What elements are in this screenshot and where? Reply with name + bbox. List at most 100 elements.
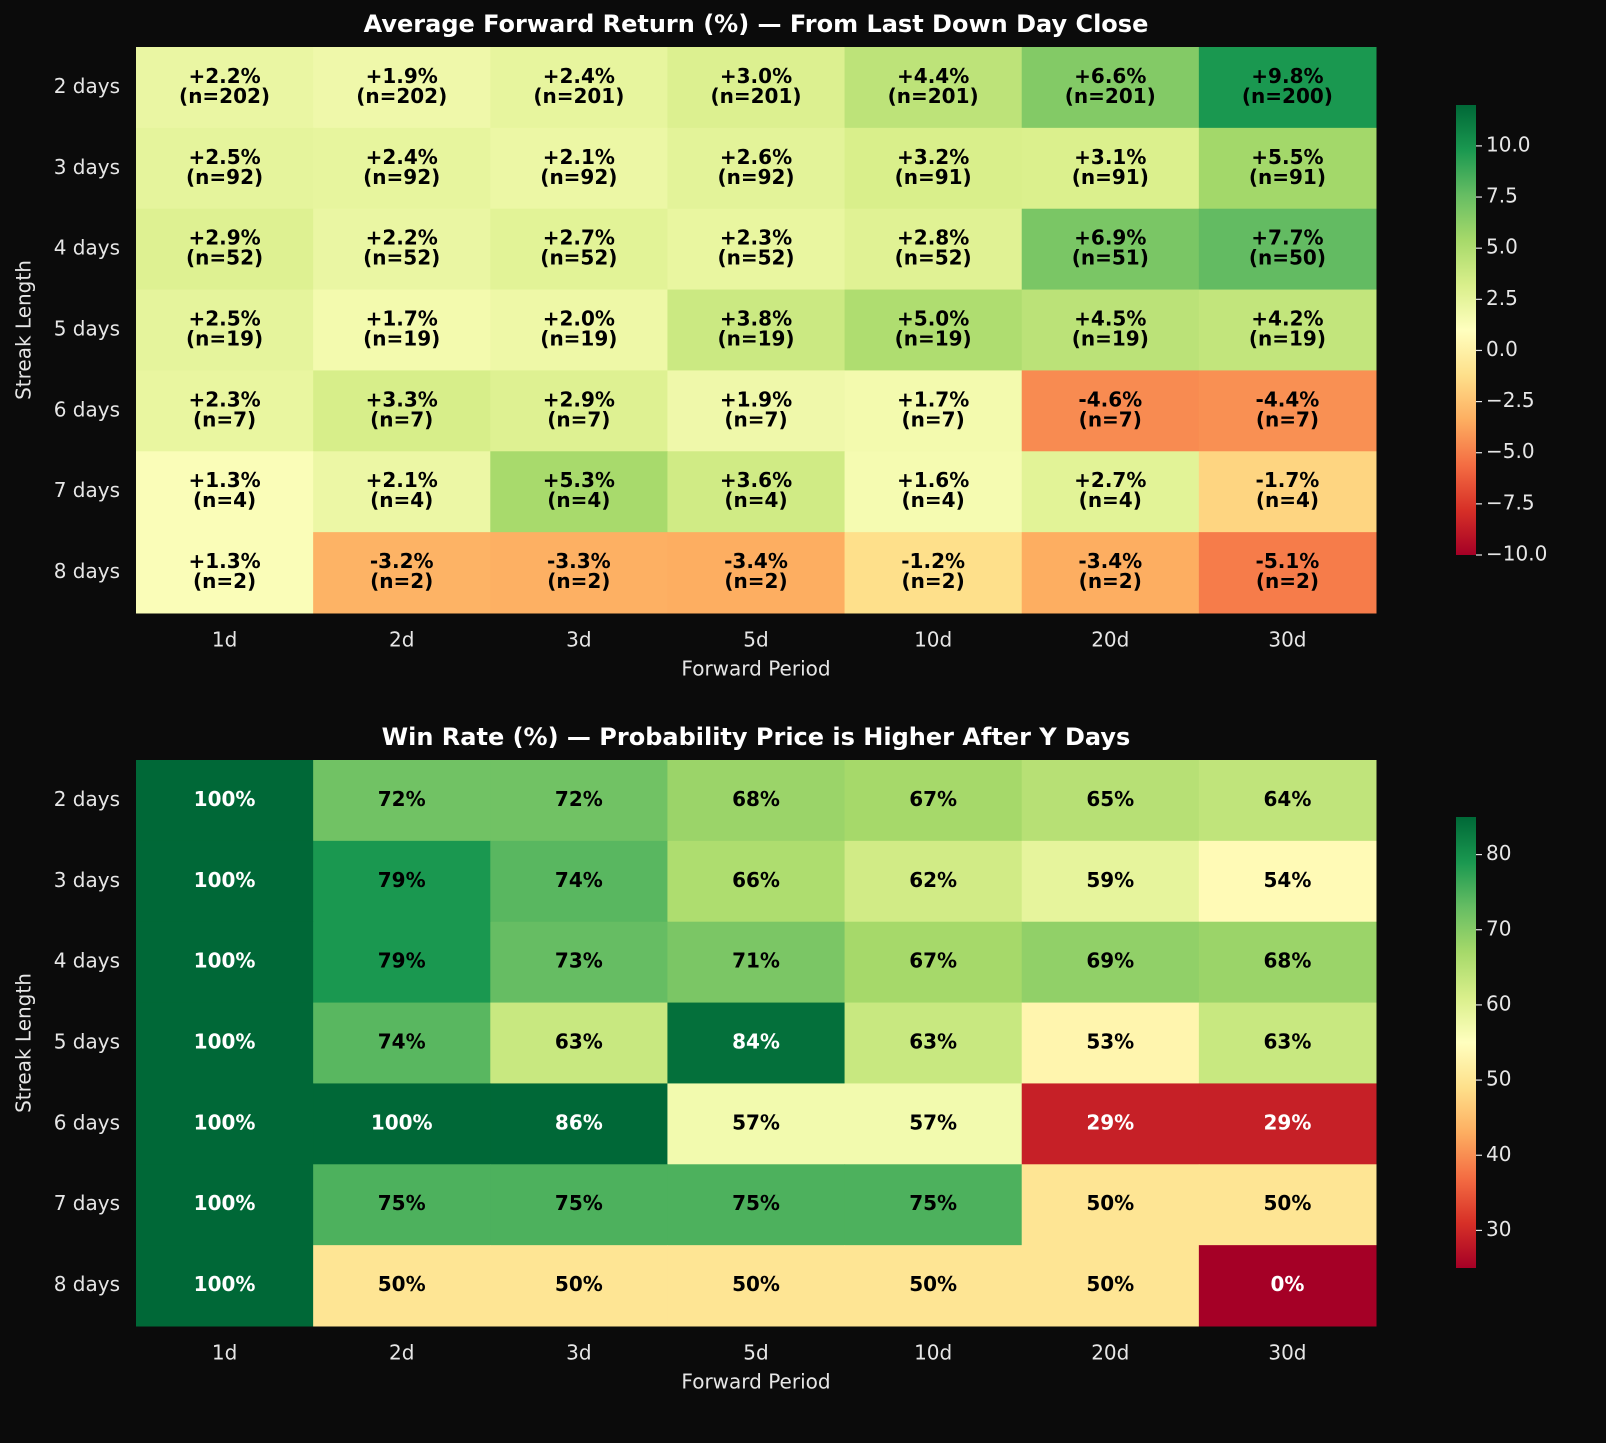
heatmap-cell — [136, 1164, 314, 1246]
cell-count-label: (n=52) — [186, 246, 263, 270]
heatmap-cell — [313, 1083, 491, 1165]
heatmap-cell — [1021, 208, 1200, 291]
cell-count-label: (n=19) — [717, 327, 794, 351]
x-tick-label: 30d — [1268, 1341, 1306, 1365]
cell-count-label: (n=51) — [1072, 246, 1149, 270]
heatmap-cell — [1198, 370, 1377, 452]
cell-count-label: (n=52) — [363, 246, 440, 270]
cell-count-label: (n=7) — [370, 407, 433, 431]
cell-value-label: +1.3% — [188, 468, 260, 492]
cell-value-label: 63% — [909, 1030, 957, 1054]
cell-count-label: (n=2) — [370, 569, 433, 593]
cell-value-label: +1.9% — [720, 387, 792, 411]
cell-count-label: (n=200) — [1242, 84, 1333, 108]
cell-count-label: (n=7) — [902, 407, 965, 431]
cell-value-label: +2.0% — [543, 307, 615, 331]
cell-value-label: 68% — [732, 787, 780, 811]
cell-value-label: +2.4% — [543, 64, 615, 88]
heatmap-cell — [667, 208, 846, 291]
colorbar-tick-label: −5.0 — [1486, 439, 1535, 463]
cell-count-label: (n=92) — [363, 165, 440, 189]
colorbar-tick-label: −7.5 — [1486, 490, 1535, 514]
heatmap-cell — [1198, 127, 1377, 210]
cell-value-label: -1.2% — [901, 549, 965, 573]
heatmap-cell — [844, 840, 1023, 923]
y-tick-label: 4 days — [54, 949, 120, 973]
x-tick-label: 2d — [389, 1341, 414, 1365]
heatmap-cell — [1198, 208, 1377, 291]
heatmap-cell — [844, 208, 1023, 291]
heatmap-cell — [1021, 289, 1200, 371]
heatmap-cell — [136, 1245, 314, 1327]
y-tick-label: 7 days — [54, 478, 120, 502]
heatmap-cell — [490, 760, 668, 842]
cell-count-label: (n=4) — [547, 488, 610, 512]
y-tick-label: 4 days — [54, 236, 120, 260]
colorbar-tick-label: 40 — [1486, 1142, 1511, 1166]
heatmap-cell — [1021, 532, 1200, 614]
cell-value-label: 71% — [732, 949, 780, 973]
colorbar-tick-label: 5.0 — [1486, 235, 1518, 259]
y-axis-label: Streak Length — [12, 260, 36, 400]
cell-value-label: +2.5% — [188, 145, 260, 169]
heatmap-cell — [1021, 1164, 1200, 1246]
x-tick-label: 1d — [212, 628, 237, 652]
cell-count-label: (n=50) — [1249, 246, 1326, 270]
heatmap-cell — [1021, 370, 1200, 452]
cell-count-label: (n=201) — [888, 84, 979, 108]
heatmap-cell — [1198, 1245, 1377, 1327]
cell-value-label: 74% — [555, 868, 603, 892]
cell-count-label: (n=201) — [533, 84, 624, 108]
cell-value-label: -4.6% — [1078, 387, 1142, 411]
cell-count-label: (n=52) — [717, 246, 794, 270]
heatmap-cell — [844, 1002, 1023, 1084]
cell-value-label: +2.1% — [366, 468, 438, 492]
y-tick-label: 6 days — [54, 1110, 120, 1134]
y-tick-label: 8 days — [54, 559, 120, 583]
cell-value-label: +3.2% — [897, 145, 969, 169]
heatmap-cell — [1198, 1164, 1377, 1246]
heatmap-cell — [313, 760, 491, 842]
heatmap-cell — [667, 370, 846, 452]
cell-value-label: 67% — [909, 949, 957, 973]
cell-value-label: 29% — [1086, 1110, 1134, 1134]
x-tick-label: 10d — [914, 628, 952, 652]
heatmap-cell — [667, 1083, 846, 1165]
colorbar — [1456, 817, 1476, 1268]
heatmap-cell — [1198, 451, 1377, 533]
cell-value-label: +9.8% — [1251, 64, 1323, 88]
heatmap-cell — [844, 532, 1023, 614]
y-tick-label: 3 days — [54, 868, 120, 892]
heatmap-cell — [1198, 47, 1377, 129]
cell-value-label: +4.2% — [1251, 307, 1323, 331]
x-tick-label: 20d — [1091, 1341, 1129, 1365]
cell-value-label: -4.4% — [1256, 387, 1320, 411]
colorbar-tick-label: 50 — [1486, 1067, 1511, 1091]
heatmap-cell — [136, 1002, 314, 1084]
cell-count-label: (n=4) — [724, 488, 787, 512]
cell-value-label: +2.3% — [720, 226, 792, 250]
colorbar-tick-label: 80 — [1486, 841, 1511, 865]
heatmap-cell — [136, 840, 314, 923]
cell-value-label: +5.0% — [897, 307, 969, 331]
cell-value-label: +1.7% — [366, 307, 438, 331]
heatmap-cell — [313, 451, 491, 533]
cell-value-label: +2.4% — [366, 145, 438, 169]
x-tick-label: 3d — [566, 1341, 591, 1365]
x-tick-label: 3d — [566, 628, 591, 652]
cell-count-label: (n=2) — [193, 569, 256, 593]
x-tick-label: 2d — [389, 628, 414, 652]
heatmap-cell — [1021, 921, 1200, 1004]
colorbar-tick-label: 10.0 — [1486, 132, 1531, 156]
cell-value-label: 72% — [378, 787, 426, 811]
cell-value-label: 100% — [194, 1272, 256, 1296]
cell-value-label: 29% — [1263, 1110, 1311, 1134]
colorbar-tick-label: 2.5 — [1486, 286, 1518, 310]
cell-value-label: 100% — [194, 1030, 256, 1054]
cell-value-label: 50% — [1263, 1191, 1311, 1215]
cell-value-label: +2.9% — [188, 226, 260, 250]
cell-value-label: 100% — [194, 787, 256, 811]
heatmap-cell — [136, 127, 314, 210]
cell-count-label: (n=19) — [895, 327, 972, 351]
cell-count-label: (n=91) — [895, 165, 972, 189]
